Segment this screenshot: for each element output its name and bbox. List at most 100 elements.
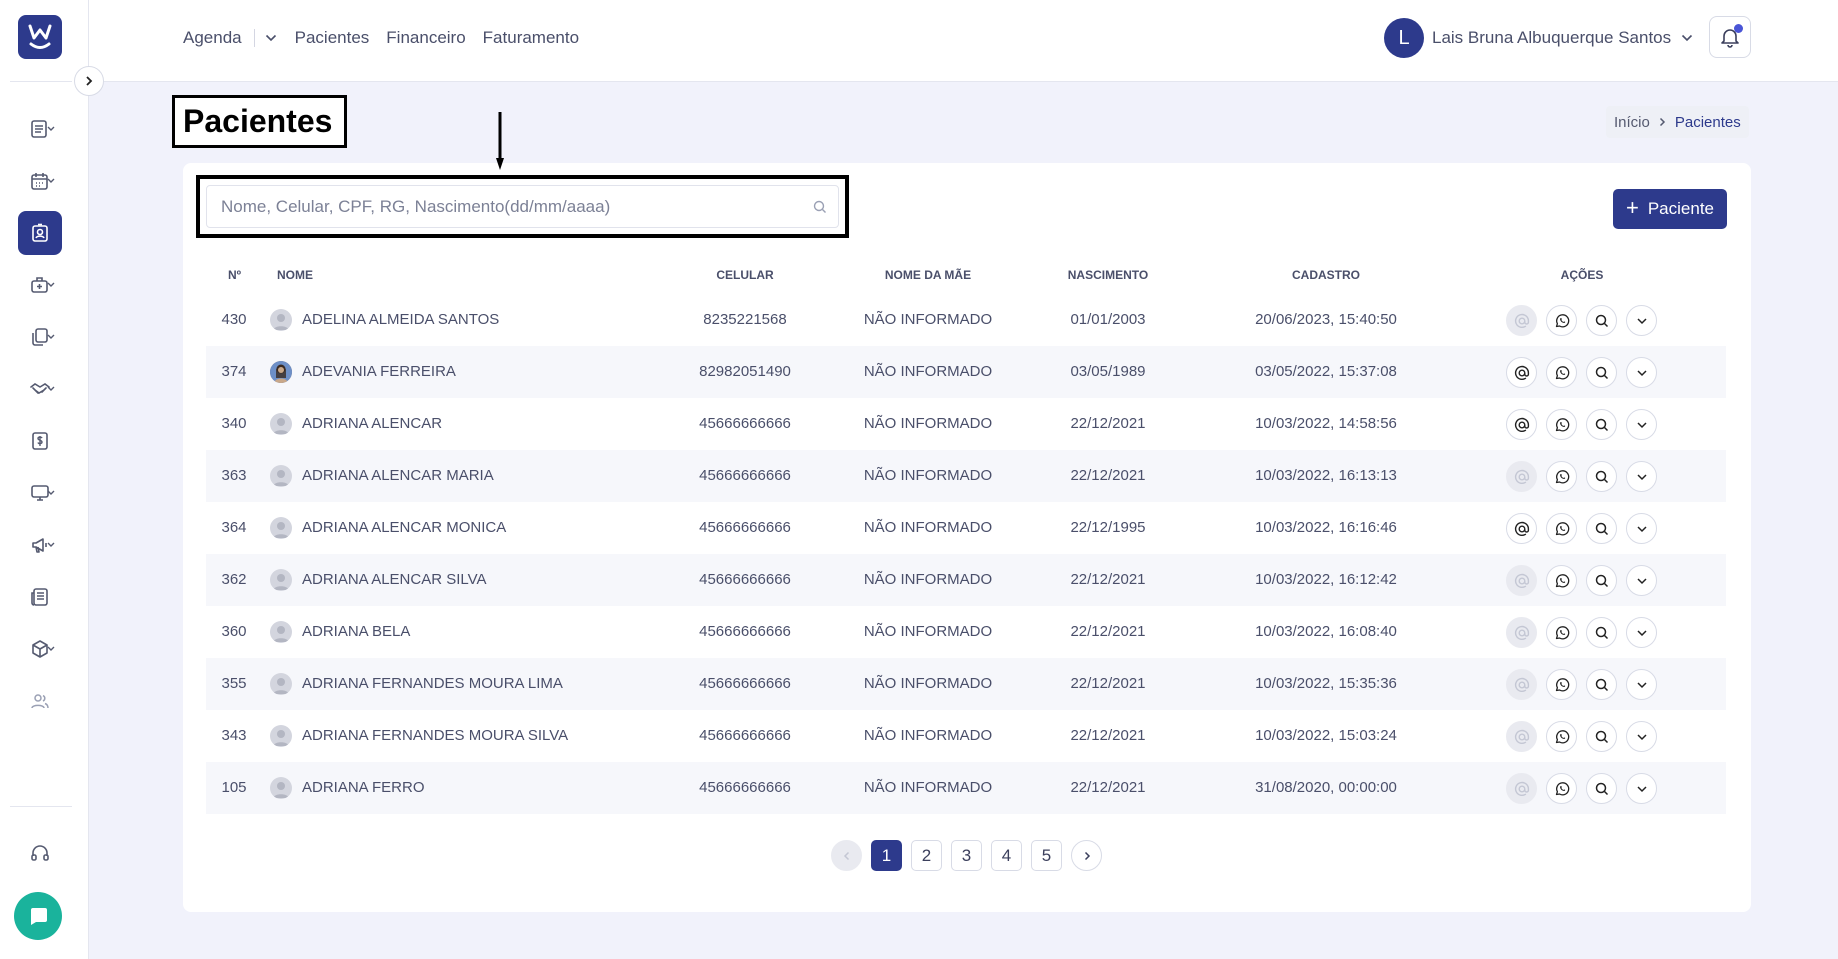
add-patient-button[interactable]: + Paciente xyxy=(1613,189,1727,229)
email-button[interactable] xyxy=(1506,513,1537,544)
chevron-down-icon xyxy=(1682,34,1693,42)
table-row[interactable]: 374 ADEVANIA FERREIRA 82982051490 NÃO INFOR… xyxy=(206,346,1726,398)
email-button[interactable] xyxy=(1506,357,1537,388)
sidebar-item-convenios[interactable] xyxy=(18,367,62,411)
sidebar-item-suporte[interactable] xyxy=(18,832,62,876)
pagination-next-button[interactable] xyxy=(1071,840,1102,871)
search-icon[interactable] xyxy=(802,199,838,215)
more-actions-button[interactable] xyxy=(1626,721,1657,752)
more-actions-button[interactable] xyxy=(1626,461,1657,492)
email-button[interactable] xyxy=(1506,669,1537,700)
cell-nome[interactable]: ADEVANIA FERREIRA xyxy=(302,363,456,380)
whatsapp-button[interactable] xyxy=(1546,617,1577,648)
more-actions-button[interactable] xyxy=(1626,669,1657,700)
more-actions-button[interactable] xyxy=(1626,565,1657,596)
table-row[interactable]: 105 ADRIANA FERRO 45666666666 NÃO INFORMADO… xyxy=(206,762,1726,814)
agenda-dropdown-toggle[interactable] xyxy=(265,34,277,42)
cell-nascimento: 22/12/2021 xyxy=(1070,779,1146,796)
sidebar-item-usuarios[interactable] xyxy=(18,679,62,723)
table-row[interactable]: 430 ADELINA ALMEIDA SANTOS 8235221568 NÃO I… xyxy=(206,294,1726,346)
table-row[interactable]: 343 ADRIANA FERNANDES MOURA SILVA 45666666… xyxy=(206,710,1726,762)
more-actions-button[interactable] xyxy=(1626,513,1657,544)
cell-celular: 8235221568 xyxy=(703,311,787,328)
sidebar-item-marketing[interactable] xyxy=(18,523,62,567)
user-menu[interactable]: L Lais Bruna Albuquerque Santos xyxy=(1384,18,1693,58)
sidebar-item-clinica[interactable] xyxy=(18,263,62,307)
view-patient-button[interactable] xyxy=(1586,357,1617,388)
more-actions-button[interactable] xyxy=(1626,409,1657,440)
whatsapp-button[interactable] xyxy=(1546,773,1577,804)
whatsapp-button[interactable] xyxy=(1546,357,1577,388)
notifications-button[interactable] xyxy=(1709,16,1751,58)
table-row[interactable]: 360 ADRIANA BELA 45666666666 NÃO INFORMADO 2… xyxy=(206,606,1726,658)
whatsapp-button[interactable] xyxy=(1546,409,1577,440)
app-logo[interactable] xyxy=(18,15,62,59)
more-actions-button[interactable] xyxy=(1626,305,1657,336)
whatsapp-button[interactable] xyxy=(1546,513,1577,544)
email-button[interactable] xyxy=(1506,721,1537,752)
view-patient-button[interactable] xyxy=(1586,305,1617,336)
table-row[interactable]: 362 ADRIANA ALENCAR SILVA 45666666666 NÃO I… xyxy=(206,554,1726,606)
cell-nome[interactable]: ADRIANA FERNANDES MOURA SILVA xyxy=(302,727,569,744)
sidebar-item-agenda[interactable] xyxy=(18,159,62,203)
pagination-page-2[interactable]: 2 xyxy=(911,840,942,871)
whatsapp-button[interactable] xyxy=(1546,305,1577,336)
table-row[interactable]: 363 ADRIANA ALENCAR MARIA 45666666666 NÃO I… xyxy=(206,450,1726,502)
pagination-prev-button[interactable] xyxy=(831,840,862,871)
email-button[interactable] xyxy=(1506,461,1537,492)
view-patient-button[interactable] xyxy=(1586,773,1617,804)
sidebar-toggle-button[interactable] xyxy=(74,66,104,96)
cell-nome[interactable]: ADELINA ALMEIDA SANTOS xyxy=(302,311,500,328)
whatsapp-button[interactable] xyxy=(1546,669,1577,700)
cell-nome[interactable]: ADRIANA FERRO xyxy=(302,779,425,796)
more-actions-button[interactable] xyxy=(1626,357,1657,388)
breadcrumb-home[interactable]: Início xyxy=(1614,113,1650,131)
table-row[interactable]: 340 ADRIANA ALENCAR 45666666666 NÃO INFORMA… xyxy=(206,398,1726,450)
cell-nome[interactable]: ADRIANA FERNANDES MOURA LIMA xyxy=(302,675,563,692)
whatsapp-button[interactable] xyxy=(1546,565,1577,596)
cell-nome[interactable]: ADRIANA ALENCAR xyxy=(302,415,443,432)
cell-nome[interactable]: ADRIANA ALENCAR SILVA xyxy=(302,571,487,588)
table-row[interactable]: 364 ADRIANA ALENCAR MONICA 45666666666 NÃO … xyxy=(206,502,1726,554)
nav-pacientes[interactable]: Pacientes xyxy=(294,28,370,47)
pagination-page-1[interactable]: 1 xyxy=(871,840,902,871)
pagination-page-5[interactable]: 5 xyxy=(1031,840,1062,871)
nav-financeiro[interactable]: Financeiro xyxy=(386,28,466,47)
sidebar-item-prontuario[interactable] xyxy=(18,107,62,151)
view-patient-button[interactable] xyxy=(1586,721,1617,752)
view-patient-button[interactable] xyxy=(1586,669,1617,700)
view-patient-button[interactable] xyxy=(1586,565,1617,596)
cell-nome-mae: NÃO INFORMADO xyxy=(863,623,993,640)
sidebar-item-pacientes[interactable] xyxy=(18,211,62,255)
nav-faturamento[interactable]: Faturamento xyxy=(482,28,580,47)
email-button[interactable] xyxy=(1506,773,1537,804)
cell-num: 364 xyxy=(221,519,247,536)
whatsapp-button[interactable] xyxy=(1546,721,1577,752)
search-input[interactable] xyxy=(221,196,802,217)
pagination-page-3[interactable]: 3 xyxy=(951,840,982,871)
view-patient-button[interactable] xyxy=(1586,461,1617,492)
whatsapp-button[interactable] xyxy=(1546,461,1577,492)
email-button[interactable] xyxy=(1506,409,1537,440)
more-actions-button[interactable] xyxy=(1626,773,1657,804)
cell-nome[interactable]: ADRIANA ALENCAR MONICA xyxy=(302,519,507,536)
email-button[interactable] xyxy=(1506,565,1537,596)
cell-nome[interactable]: ADRIANA BELA xyxy=(302,623,411,640)
view-patient-button[interactable] xyxy=(1586,409,1617,440)
chat-button[interactable] xyxy=(14,892,62,940)
sidebar-item-relatorios[interactable] xyxy=(18,575,62,619)
cell-nome[interactable]: ADRIANA ALENCAR MARIA xyxy=(302,467,494,484)
email-button[interactable] xyxy=(1506,305,1537,336)
table-row[interactable]: 355 ADRIANA FERNANDES MOURA LIMA 456666666… xyxy=(206,658,1726,710)
view-patient-button[interactable] xyxy=(1586,617,1617,648)
row-actions xyxy=(1506,357,1666,388)
nav-agenda[interactable]: Agenda xyxy=(183,28,242,47)
email-button[interactable] xyxy=(1506,617,1537,648)
view-patient-button[interactable] xyxy=(1586,513,1617,544)
sidebar-item-financeiro[interactable] xyxy=(18,419,62,463)
pagination-page-4[interactable]: 4 xyxy=(991,840,1022,871)
sidebar-item-telemedicina[interactable] xyxy=(18,471,62,515)
sidebar-item-estoque[interactable] xyxy=(18,627,62,671)
more-actions-button[interactable] xyxy=(1626,617,1657,648)
sidebar-item-documentos[interactable] xyxy=(18,315,62,359)
